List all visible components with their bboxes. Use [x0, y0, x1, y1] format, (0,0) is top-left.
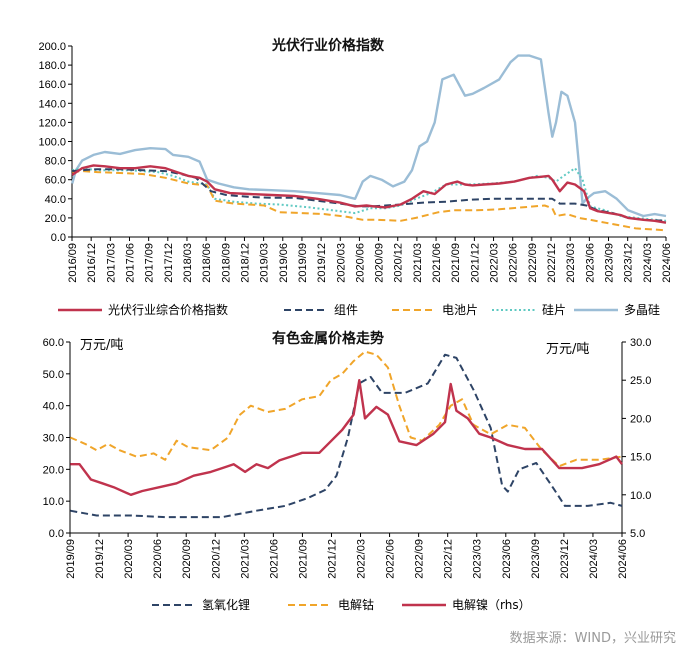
chart2-x-tick-label: 2021/03 [239, 539, 251, 579]
chart2-right-unit: 万元/吨 [546, 342, 589, 357]
chart1-x-tick-label: 2020/09 [374, 243, 386, 283]
chart1-y-tick-label: 100.0 [38, 137, 66, 149]
chart1-x-tick-label: 2024/06 [661, 243, 673, 283]
chart2-x-tick-label: 2021/12 [326, 539, 338, 579]
chart2-left-unit: 万元/吨 [80, 338, 123, 353]
chart1-x-tick-label: 2020/12 [393, 243, 405, 283]
chart2-plot: 0.0 10.0 20.0 30.0 40.0 50.0 60.0 5.0 10.0 15.0 20… [43, 337, 652, 612]
chart1-y-tick-label: 160.0 [38, 79, 66, 91]
chart1-legend-label: 组件 [334, 303, 358, 317]
chart2-title: 有色金属价格走势 [272, 330, 384, 347]
chart2-right-tick-label: 10.0 [630, 490, 651, 502]
chart2-left-tick-label: 60.0 [43, 337, 64, 349]
chart1-x-tick-label: 2018/06 [201, 243, 213, 283]
chart1-series-line [71, 54, 667, 218]
chart2-right-tick-label: 15.0 [630, 452, 651, 464]
chart2-left-tick-label: 40.0 [43, 401, 64, 413]
chart1-x-tick-label: 2023/06 [584, 243, 596, 283]
chart1-x-tick-label: 2021/03 [412, 243, 424, 283]
chart1-x-tick-label: 2020/03 [335, 243, 347, 283]
chart1-x-tick-label: 2019/09 [297, 243, 309, 283]
chart1-legend-label: 电池片 [442, 303, 478, 317]
chart2-x-tick-label: 2024/03 [588, 539, 600, 579]
chart1-x-tick-label: 2021/12 [469, 243, 481, 283]
chart1-x-tick-label: 2021/09 [450, 243, 462, 283]
chart1-x-tick-label: 2023/09 [604, 243, 616, 283]
chart2-x-tick-label: 2022/06 [385, 539, 397, 579]
chart1-x-tick-label: 2023/12 [623, 243, 635, 283]
chart1-x-tick-label: 2019/12 [316, 243, 328, 283]
chart1-x-tick-label: 2019/03 [259, 243, 271, 283]
chart1-y-tick-label: 80.0 [45, 156, 66, 168]
chart2-legend-label: 氢氧化锂 [202, 597, 250, 612]
chart2-x-tick-label: 2020/09 [181, 539, 193, 579]
chart1-x-tick-label: 2018/03 [182, 243, 194, 283]
chart2-x-tick-label: 2022/12 [443, 539, 455, 579]
chart1-x-tick-label: 2020/06 [354, 243, 366, 283]
chart2-x-tick-label: 2021/09 [297, 539, 309, 579]
chart1-y-tick-label: 120.0 [38, 117, 66, 129]
chart2-left-tick-label: 50.0 [43, 369, 64, 381]
chart2-x-tick-label: 2021/06 [268, 539, 280, 579]
chart2-x-tick-label: 2024/06 [617, 539, 629, 579]
chart1-y-tick-label: 200.0 [38, 41, 66, 53]
chart1-x-tick-label: 2017/09 [144, 243, 156, 283]
chart1-y-tick-label: 140.0 [38, 98, 66, 110]
chart2-x-tick-label: 2022/03 [356, 539, 368, 579]
chart2-x-tick-label: 2023/03 [472, 539, 484, 579]
chart1-x-tick-label: 2018/09 [220, 243, 232, 283]
chart2-legend-label: 电解镍（rhs） [452, 598, 531, 612]
chart1-y-tick-label: 0.0 [51, 232, 66, 244]
chart2-series-line [70, 353, 623, 519]
chart2-left-tick-label: 0.0 [49, 528, 64, 540]
chart2-x-tick-label: 2023/12 [559, 539, 571, 579]
chart1-x-tick-label: 2017/03 [105, 243, 117, 283]
chart2-right-tick-label: 30.0 [630, 337, 651, 349]
chart2-right-tick-label: 25.0 [630, 375, 651, 387]
chart1-y-tick-label: 20.0 [45, 213, 66, 225]
chart2-series-line [70, 379, 623, 496]
chart1-x-tick-label: 2023/03 [565, 243, 577, 283]
chart2-x-tick-label: 2020/06 [152, 539, 164, 579]
chart1-x-tick-label: 2016/09 [67, 243, 79, 283]
chart1-x-tick-label: 2022/12 [546, 243, 558, 283]
chart1-x-tick-label: 2022/06 [508, 243, 520, 283]
chart1-series-line [72, 167, 667, 222]
chart1-x-tick-label: 2018/12 [239, 243, 251, 283]
chart2-x-tick-label: 2020/03 [123, 539, 135, 579]
chart1-x-tick-label: 2019/06 [278, 243, 290, 283]
chart1-x-tick-label: 2021/06 [431, 243, 443, 283]
chart1-series-line [72, 170, 667, 232]
chart1-x-tick-label: 2022/03 [489, 243, 501, 283]
chart1-legend-label: 硅片 [542, 303, 566, 317]
chart1-y-tick-label: 40.0 [45, 194, 66, 206]
chart1-series-line [71, 164, 667, 224]
chart1-x-tick-label: 2022/09 [527, 243, 539, 283]
chart2-right-tick-label: 20.0 [630, 413, 651, 425]
chart2-left-tick-label: 30.0 [43, 433, 64, 445]
chart1-x-tick-label: 2024/03 [642, 243, 654, 283]
chart2-x-tick-label: 2023/06 [501, 539, 513, 579]
chart2-x-tick-label: 2022/09 [414, 539, 426, 579]
chart2-right-tick-label: 5.0 [630, 528, 645, 540]
chart1-y-tick-label: 180.0 [38, 60, 66, 72]
chart1-y-tick-label: 60.0 [45, 175, 66, 187]
chart1-legend-label: 多晶硅 [624, 303, 660, 317]
chart1-title: 光伏行业价格指数 [271, 37, 385, 54]
chart2-left-tick-label: 20.0 [43, 464, 64, 476]
chart1-x-tick-label: 2017/12 [163, 243, 175, 283]
source-note: 数据来源：WIND，兴业研究 [510, 631, 676, 646]
chart1-legend-label: 光伏行业综合价格指数 [108, 302, 228, 317]
chart2-series-line [69, 350, 623, 468]
chart2-x-tick-label: 2020/12 [210, 539, 222, 579]
chart2-left-tick-label: 10.0 [43, 496, 64, 508]
chart2-x-tick-label: 2023/09 [530, 539, 542, 579]
chart2-x-tick-label: 2019/09 [65, 539, 77, 579]
chart1-plot: 0.0 20.0 40.0 60.0 80.0 100.0 120.0 140.0 160.0 1… [38, 41, 673, 317]
chart1-x-tick-label: 2016/12 [86, 243, 98, 283]
chart1-x-tick-label: 2017/06 [124, 243, 136, 283]
chart2-legend-label: 电解钴 [338, 597, 374, 612]
chart2-x-tick-label: 2019/12 [94, 539, 106, 579]
